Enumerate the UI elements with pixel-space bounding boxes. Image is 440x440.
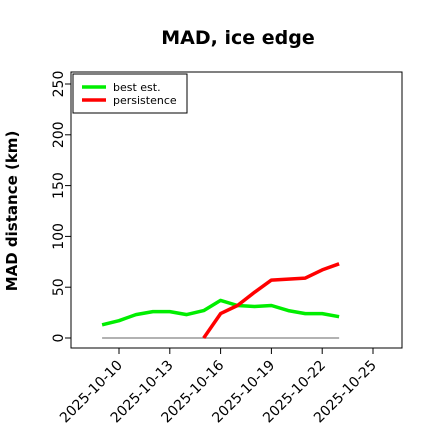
- axes: 0501001502002502025-10-102025-10-132025-…: [51, 71, 380, 427]
- series-line-persistence: [202, 262, 340, 339]
- legend-label: best est.: [113, 81, 161, 94]
- y-tick-label: 100: [51, 223, 67, 250]
- legend-box: [72, 73, 188, 114]
- legend-label: persistence: [113, 94, 177, 107]
- y-tick-label: 250: [51, 71, 67, 98]
- y-tick-label: 150: [51, 172, 67, 199]
- plot-frame: [70, 71, 403, 349]
- y-tick-label: 50: [51, 278, 67, 296]
- series-line-best-est: [101, 298, 340, 327]
- plot-lines: [101, 262, 340, 339]
- y-tick-label: 0: [51, 334, 67, 343]
- legend: best est.persistence: [72, 73, 188, 114]
- y-axis-label: MAD distance (km): [3, 131, 21, 292]
- chart-title: MAD, ice edge: [161, 27, 314, 49]
- y-tick-label: 200: [51, 121, 67, 148]
